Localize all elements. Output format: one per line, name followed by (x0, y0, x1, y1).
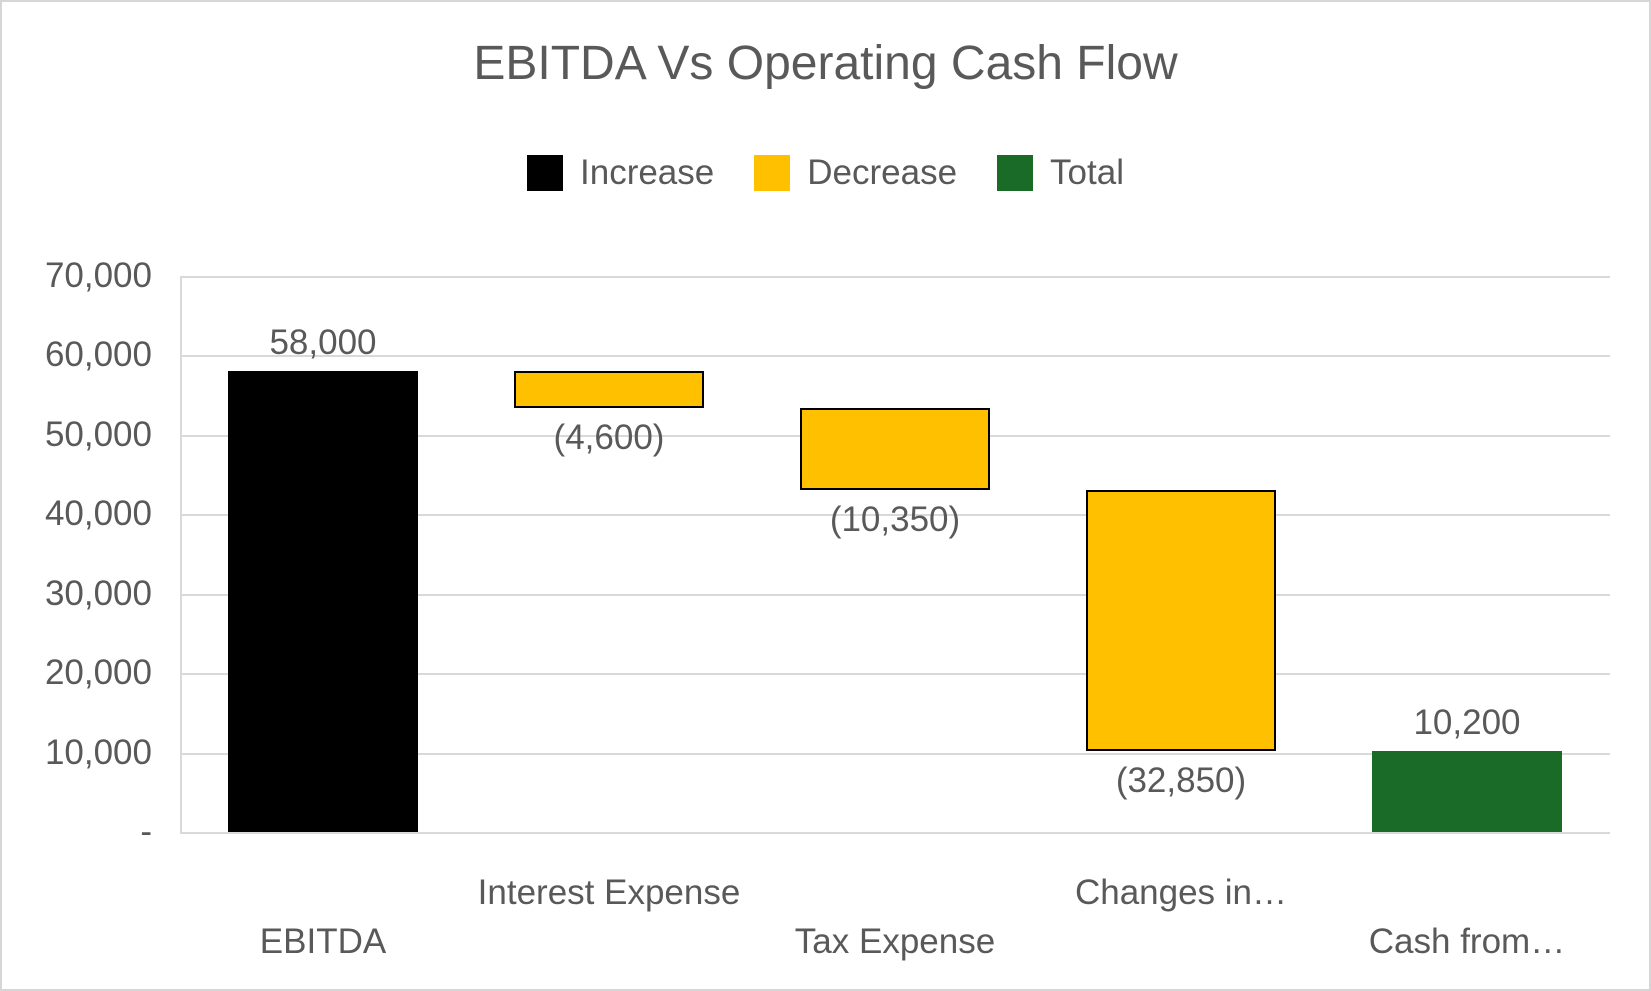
y-gridline (180, 276, 1610, 278)
y-tick-label: 40,000 (44, 494, 152, 534)
data-label: (4,600) (553, 417, 665, 457)
bar-decrease (1086, 490, 1276, 751)
y-tick-label: 30,000 (44, 573, 152, 613)
legend-swatch-decrease (754, 155, 791, 191)
y-tick-label: 10,000 (44, 732, 152, 772)
legend-label: Total (1050, 153, 1124, 192)
chart-legend: Increase Decrease Total (2, 153, 1649, 193)
y-gridline (180, 832, 1610, 834)
bar-total (1372, 750, 1562, 832)
legend-item-decrease: Decrease (754, 153, 957, 193)
bar-decrease (514, 371, 704, 408)
y-tick-label: 60,000 (44, 335, 152, 375)
y-tick-label: 70,000 (44, 256, 152, 295)
bar-decrease (800, 407, 990, 491)
legend-label: Increase (580, 153, 715, 192)
x-category-label: EBITDA (259, 922, 387, 961)
bar-increase (228, 371, 418, 832)
data-label: (32,850) (1115, 760, 1247, 800)
data-label: 10,200 (1413, 702, 1521, 742)
y-tick-label: 50,000 (44, 414, 152, 454)
y-gridline (180, 355, 1610, 358)
y-tick-label: 20,000 (44, 653, 152, 693)
legend-item-increase: Increase (527, 153, 714, 193)
legend-swatch-increase (527, 155, 563, 191)
x-category-label: Cash from… (1368, 922, 1566, 961)
x-category-label: Changes in… (1074, 873, 1288, 912)
y-gridline (180, 514, 1610, 517)
data-label: 58,000 (269, 323, 377, 363)
y-tick-label: - (140, 812, 152, 851)
legend-item-total: Total (997, 153, 1124, 193)
legend-label: Decrease (807, 153, 958, 192)
x-category-label: Interest Expense (477, 873, 741, 912)
legend-swatch-total (997, 155, 1034, 191)
chart-title: EBITDA Vs Operating Cash Flow (473, 37, 1178, 90)
y-gridline (180, 673, 1610, 676)
y-axis-line (180, 276, 182, 834)
y-gridline (180, 752, 1610, 755)
y-gridline (180, 593, 1610, 596)
data-label: (10,350) (829, 500, 961, 540)
x-category-label: Tax Expense (794, 922, 996, 961)
